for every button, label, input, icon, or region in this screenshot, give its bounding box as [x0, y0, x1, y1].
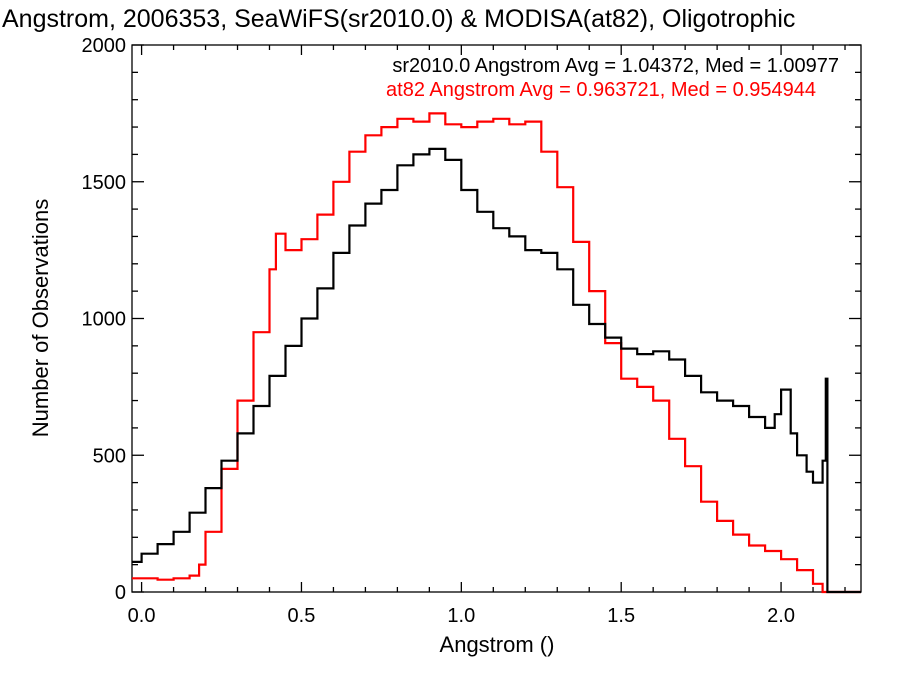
- axis-ticks: [132, 44, 861, 593]
- y-tick-label: 0: [115, 582, 126, 604]
- y-tick-label: 500: [93, 445, 126, 467]
- plot-frame: [131, 44, 862, 593]
- stats-at82: at82 Angstrom Avg = 0.963721, Med = 0.95…: [386, 79, 816, 101]
- x-tick-label: 2.0: [767, 605, 795, 627]
- series-layer: [132, 112, 861, 594]
- x-tick-label: 1.0: [447, 605, 475, 627]
- y-tick-label: 1500: [82, 172, 127, 194]
- x-tick-label: 0.0: [128, 605, 156, 627]
- series-line-sr2010-0: [132, 147, 861, 594]
- y-tick-labels: 0 500 1000 1500 2000: [82, 35, 127, 604]
- series-line-at82: [132, 112, 861, 594]
- chart-title: Angstrom, 2006353, SeaWiFS(sr2010.0) & M…: [2, 5, 795, 33]
- x-tick-labels: 0.0 0.5 1.0 1.5 2.0: [128, 605, 795, 627]
- y-axis-label: Number of Observations: [28, 199, 53, 437]
- x-tick-label: 0.5: [288, 605, 316, 627]
- y-tick-label: 1000: [82, 309, 127, 331]
- x-tick-label: 1.5: [607, 605, 635, 627]
- stats-sr2010: sr2010.0 Angstrom Avg = 1.04372, Med = 1…: [392, 55, 839, 77]
- y-tick-label: 2000: [82, 35, 127, 57]
- x-axis-label: Angstrom (): [440, 632, 555, 657]
